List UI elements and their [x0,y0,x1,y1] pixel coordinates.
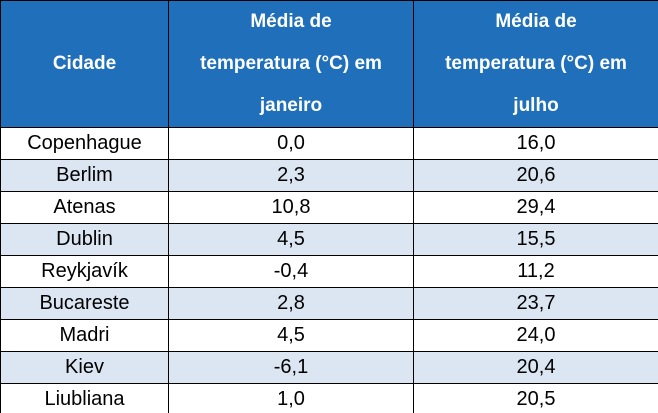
temperature-cell: 11,2 [413,255,658,288]
city-cell: Copenhague [0,127,169,160]
city-cell: Bucareste [0,287,169,320]
city-cell: Kiev [0,351,169,384]
temperature-cell: 20,4 [413,351,658,384]
table-row: Liubliana 1,0 20,5 [0,383,658,413]
table-row: Copenhague 0,0 16,0 [0,127,658,160]
temperature-cell: 4,5 [168,319,414,352]
table-row: Dublin 4,5 15,5 [0,223,658,256]
header-row: Cidade Média de temperatura (°C) em janeiro… [0,0,658,128]
temperature-cell: -6,1 [168,351,414,384]
city-cell: Dublin [0,223,169,256]
table-row: Madri 4,5 24,0 [0,319,658,352]
temperature-cell: -0,4 [168,255,414,288]
temperature-cell: 16,0 [413,127,658,160]
header-line: julho [513,95,559,116]
city-cell: Atenas [0,191,169,224]
temperature-cell: 1,0 [168,383,414,413]
city-cell: Berlim [0,159,169,192]
header-cell: Cidade [0,0,169,128]
temperature-cell: 4,5 [168,223,414,256]
header-cell: Média de temperatura (°C) em julho [413,0,658,128]
temperature-cell: 20,6 [413,159,658,192]
header-line: temperatura (°C) em [200,53,382,74]
header-line: Cidade [52,53,117,74]
table-row: Berlim 2,3 20,6 [0,159,658,192]
temperature-cell: 20,5 [413,383,658,413]
table-row: Kiev -6,1 20,4 [0,351,658,384]
table-row: Reykjavík -0,4 11,2 [0,255,658,288]
temperature-cell: 23,7 [413,287,658,320]
temperature-cell: 24,0 [413,319,658,352]
header-line: Média de [250,11,332,32]
header-line: Média de [495,11,577,32]
table-row: Atenas 10,8 29,4 [0,191,658,224]
table-body: Copenhague 0,0 16,0 Berlim 2,3 20,6 Atenas 10,8… [0,127,658,413]
temperature-cell: 10,8 [168,191,414,224]
table-row: Bucareste 2,8 23,7 [0,287,658,320]
temperature-cell: 15,5 [413,223,658,256]
header-line: temperatura (°C) em [445,53,627,74]
temperature-cell: 2,8 [168,287,414,320]
header-line: janeiro [259,95,323,116]
header-cell: Média de temperatura (°C) em janeiro [168,0,414,128]
city-cell: Reykjavík [0,255,169,288]
city-cell: Liubliana [0,383,169,413]
temperature-cell: 2,3 [168,159,414,192]
temperature-cell: 0,0 [168,127,414,160]
temperature-cell: 29,4 [413,191,658,224]
city-cell: Madri [0,319,169,352]
